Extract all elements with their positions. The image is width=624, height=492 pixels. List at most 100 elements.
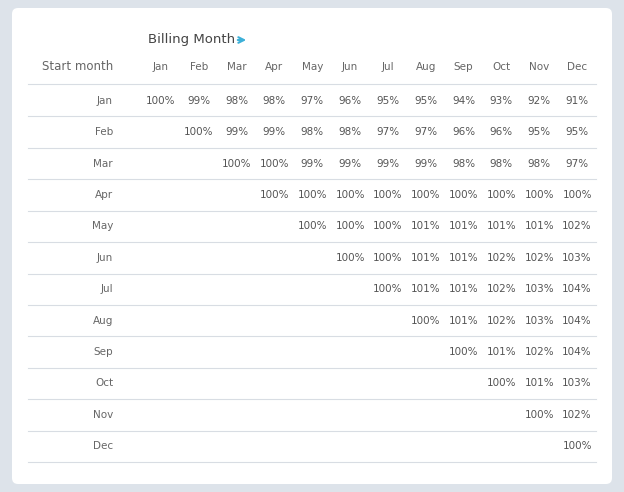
Text: 95%: 95% xyxy=(414,96,437,106)
Text: 95%: 95% xyxy=(376,96,399,106)
Text: 96%: 96% xyxy=(452,127,475,137)
Text: Jun: Jun xyxy=(342,62,358,72)
Text: Jan: Jan xyxy=(97,96,113,106)
Text: 101%: 101% xyxy=(449,316,479,326)
Text: 99%: 99% xyxy=(376,158,399,169)
Text: 100%: 100% xyxy=(487,378,516,389)
Text: 100%: 100% xyxy=(411,316,441,326)
Text: Oct: Oct xyxy=(95,378,113,389)
Text: 97%: 97% xyxy=(565,158,588,169)
Text: 101%: 101% xyxy=(449,284,479,294)
Text: 102%: 102% xyxy=(487,284,516,294)
Text: 100%: 100% xyxy=(525,410,554,420)
Text: 100%: 100% xyxy=(146,96,176,106)
Text: 97%: 97% xyxy=(301,96,324,106)
Text: 100%: 100% xyxy=(335,190,365,200)
Text: Aug: Aug xyxy=(92,316,113,326)
Text: 100%: 100% xyxy=(335,221,365,231)
Text: 103%: 103% xyxy=(562,378,592,389)
Text: Billing Month: Billing Month xyxy=(148,33,235,47)
Text: 96%: 96% xyxy=(339,96,362,106)
Text: Nov: Nov xyxy=(93,410,113,420)
Text: 93%: 93% xyxy=(490,96,513,106)
Text: May: May xyxy=(301,62,323,72)
Text: Nov: Nov xyxy=(529,62,549,72)
Text: Mar: Mar xyxy=(94,158,113,169)
Text: Aug: Aug xyxy=(416,62,436,72)
Text: 98%: 98% xyxy=(528,158,551,169)
Text: May: May xyxy=(92,221,113,231)
Text: 95%: 95% xyxy=(528,127,551,137)
Text: Jul: Jul xyxy=(100,284,113,294)
Text: 100%: 100% xyxy=(373,253,402,263)
Text: 100%: 100% xyxy=(260,190,289,200)
Text: 101%: 101% xyxy=(411,253,441,263)
Text: 100%: 100% xyxy=(562,441,592,451)
Text: Start month: Start month xyxy=(42,61,113,73)
Text: 98%: 98% xyxy=(452,158,475,169)
Text: 98%: 98% xyxy=(263,96,286,106)
Text: 101%: 101% xyxy=(487,347,516,357)
Text: 97%: 97% xyxy=(414,127,437,137)
Text: Oct: Oct xyxy=(492,62,510,72)
Text: 103%: 103% xyxy=(562,253,592,263)
Text: 101%: 101% xyxy=(524,378,554,389)
Text: 95%: 95% xyxy=(565,127,588,137)
Text: Dec: Dec xyxy=(567,62,587,72)
Text: 99%: 99% xyxy=(187,96,210,106)
Text: 102%: 102% xyxy=(487,316,516,326)
Text: 101%: 101% xyxy=(411,284,441,294)
Text: 101%: 101% xyxy=(449,221,479,231)
Text: 100%: 100% xyxy=(260,158,289,169)
FancyBboxPatch shape xyxy=(12,8,612,484)
Text: Mar: Mar xyxy=(227,62,246,72)
Text: 100%: 100% xyxy=(411,190,441,200)
Text: Jun: Jun xyxy=(97,253,113,263)
Text: 100%: 100% xyxy=(184,127,213,137)
Text: 94%: 94% xyxy=(452,96,475,106)
Text: 102%: 102% xyxy=(524,347,554,357)
Text: 102%: 102% xyxy=(562,221,592,231)
Text: 98%: 98% xyxy=(301,127,324,137)
Text: 99%: 99% xyxy=(339,158,362,169)
Text: 101%: 101% xyxy=(411,221,441,231)
Text: 101%: 101% xyxy=(524,221,554,231)
Text: 92%: 92% xyxy=(528,96,551,106)
Text: 99%: 99% xyxy=(225,127,248,137)
Text: Apr: Apr xyxy=(265,62,283,72)
Text: Sep: Sep xyxy=(454,62,474,72)
Text: 98%: 98% xyxy=(225,96,248,106)
Text: 102%: 102% xyxy=(562,410,592,420)
Text: 100%: 100% xyxy=(562,190,592,200)
Text: 99%: 99% xyxy=(301,158,324,169)
Text: 100%: 100% xyxy=(449,190,479,200)
Text: 100%: 100% xyxy=(298,190,327,200)
Text: 97%: 97% xyxy=(376,127,399,137)
Text: Sep: Sep xyxy=(94,347,113,357)
Text: 98%: 98% xyxy=(490,158,513,169)
Text: 96%: 96% xyxy=(490,127,513,137)
Text: 100%: 100% xyxy=(298,221,327,231)
Text: 101%: 101% xyxy=(449,253,479,263)
Text: 104%: 104% xyxy=(562,284,592,294)
Text: 100%: 100% xyxy=(487,190,516,200)
Text: 103%: 103% xyxy=(524,284,554,294)
Text: 100%: 100% xyxy=(373,284,402,294)
Text: 91%: 91% xyxy=(565,96,588,106)
Text: 100%: 100% xyxy=(222,158,251,169)
Text: 104%: 104% xyxy=(562,316,592,326)
Text: Jan: Jan xyxy=(153,62,169,72)
Text: 100%: 100% xyxy=(525,190,554,200)
Text: 98%: 98% xyxy=(339,127,362,137)
Text: 104%: 104% xyxy=(562,347,592,357)
Text: Feb: Feb xyxy=(95,127,113,137)
Text: 100%: 100% xyxy=(373,190,402,200)
Text: 100%: 100% xyxy=(335,253,365,263)
Text: Feb: Feb xyxy=(190,62,208,72)
Text: Dec: Dec xyxy=(93,441,113,451)
Text: 102%: 102% xyxy=(487,253,516,263)
Text: 101%: 101% xyxy=(487,221,516,231)
Text: 100%: 100% xyxy=(449,347,479,357)
Text: 99%: 99% xyxy=(414,158,437,169)
Text: 99%: 99% xyxy=(263,127,286,137)
